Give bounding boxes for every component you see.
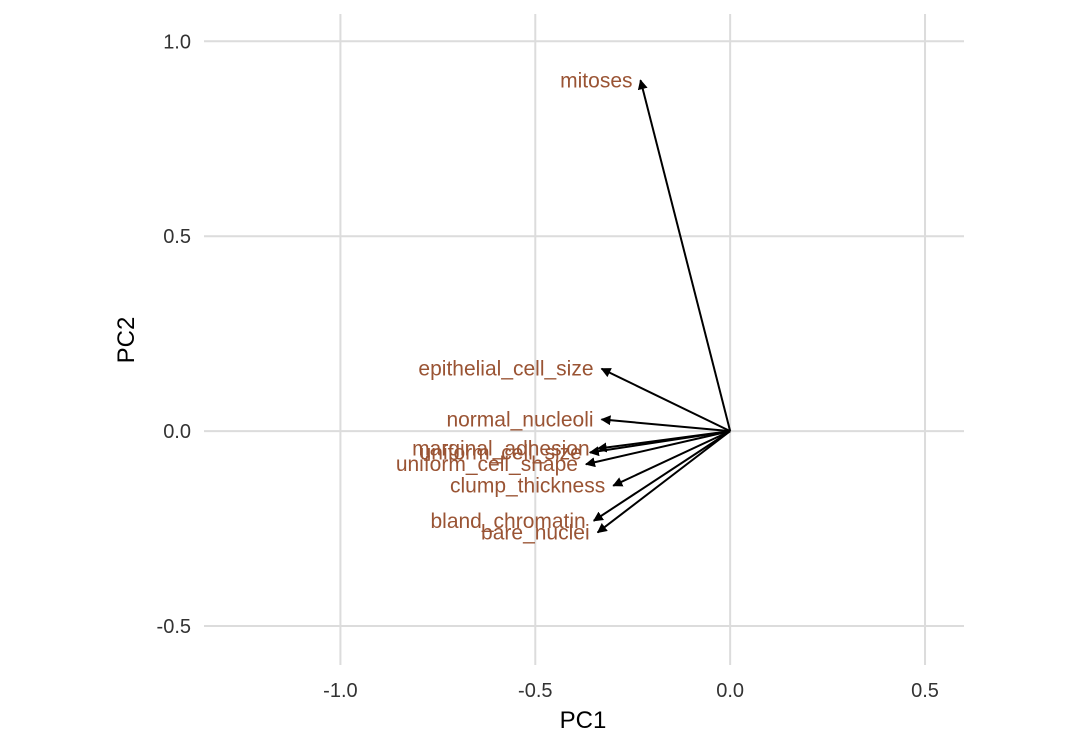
loading-arrow [596,430,731,453]
loading-arrow [584,430,731,468]
loading-arrow [612,430,731,487]
variable-label: uniform_cell_shape [396,453,578,476]
loading-arrow [596,430,731,534]
y-axis-tick-labels: -0.5 0.0 0.5 1.0 [157,31,191,638]
x-tick-label: 0.0 [716,680,744,702]
y-tick-label: 0.0 [163,421,191,443]
y-tick-label: 1.0 [163,31,191,53]
y-axis-title: PC2 [113,317,140,364]
loading-arrow [600,367,731,433]
variable-label: bland_chromatin [430,510,585,533]
variable-label: clump_thickness [450,475,605,498]
x-axis-tick-labels: -1.0 -0.5 0.0 0.5 [323,680,939,702]
loading-arrow [592,430,731,522]
horizontal-gridlines [204,40,964,628]
vertical-gridlines [339,14,927,665]
variable-label: uniform_cell_size [420,442,582,465]
y-tick-label: -0.5 [157,616,191,638]
variable-label: marginal_adhesion [412,438,589,461]
variable-label: epithelial_cell_size [418,358,593,381]
variable-label: mitoses [560,69,632,92]
x-axis-title: PC1 [560,707,607,734]
loading-arrow [600,415,731,433]
loading-arrow [637,79,732,432]
variable-label: normal_nucleoli [446,408,593,431]
variable-labels: mitoses epithelial_cell_size normal_nucleo… [396,69,633,544]
loading-arrows [584,79,732,534]
x-tick-label: -1.0 [323,680,357,702]
x-tick-label: 0.5 [911,680,939,702]
variable-label: bare_nuclei [481,521,590,544]
x-tick-label: -0.5 [518,680,552,702]
y-tick-label: 0.5 [163,226,191,248]
